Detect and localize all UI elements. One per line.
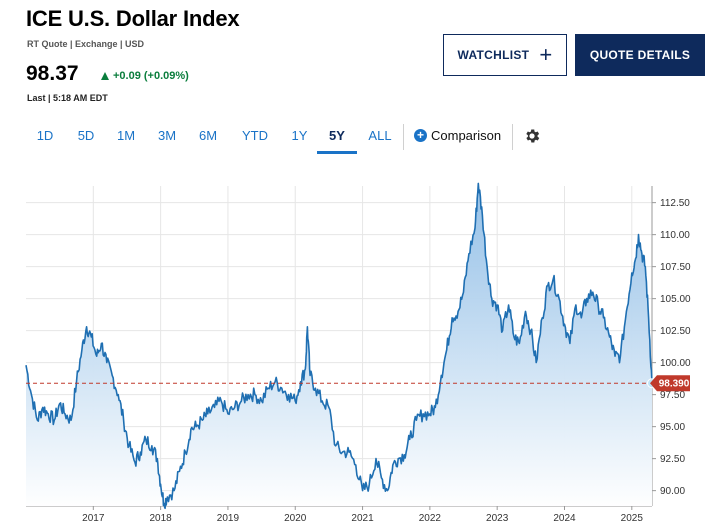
price-change-value: +0.09 (+0.09%)	[113, 70, 189, 82]
series-line	[25, 182, 653, 510]
tab-5d[interactable]: 5D	[77, 128, 95, 143]
x-tick-label: 2023	[486, 513, 509, 524]
time-range-tabs: 1D 5D 1M 3M 6M YTD 1Y 5Y ALL	[24, 122, 403, 156]
y-tick-label: 95.00	[660, 422, 685, 433]
x-tick-label: 2024	[553, 513, 576, 524]
tab-1d[interactable]: 1D	[36, 128, 54, 143]
current-value-tag	[650, 375, 690, 392]
tab-3m[interactable]: 3M	[157, 128, 177, 143]
price-chart-svg: 90.00 92.50 95.00 97.50 100.00 102.50 105.00 10…	[25, 182, 691, 524]
tab-6m[interactable]: 6M	[198, 128, 218, 143]
last-price: 98.37	[26, 62, 79, 85]
x-tick-label: 2020	[284, 513, 307, 524]
tab-all[interactable]: ALL	[368, 128, 392, 143]
x-tick-label: 2022	[419, 513, 442, 524]
up-triangle-icon	[101, 72, 109, 80]
quote-subtitle: RT Quote | Exchange | USD	[27, 39, 145, 49]
tab-ytd[interactable]: YTD	[242, 128, 268, 143]
x-tick-label: 2021	[351, 513, 374, 524]
plus-circle-icon: +	[414, 129, 427, 142]
x-tick-label: 2025	[621, 513, 644, 524]
y-tick-label: 100.00	[660, 358, 691, 369]
y-tick-label: 105.00	[660, 294, 691, 305]
watchlist-label: WATCHLIST	[457, 48, 530, 62]
tab-divider	[512, 124, 513, 150]
tab-1y[interactable]: 1Y	[291, 128, 308, 143]
x-tick-label: 2017	[82, 513, 105, 524]
price-change: +0.09 (+0.09%)	[101, 70, 189, 82]
series-area	[26, 183, 652, 509]
watchlist-button[interactable]: WATCHLIST +	[443, 34, 567, 76]
y-tick-label: 112.50	[660, 198, 690, 209]
tab-5y[interactable]: 5Y	[317, 122, 357, 154]
y-tick-label: 92.50	[660, 454, 685, 465]
last-update-time: Last | 5:18 AM EDT	[27, 93, 108, 103]
y-tick-label: 97.50	[660, 390, 685, 401]
plus-icon: +	[539, 42, 553, 67]
page-title: ICE U.S. Dollar Index	[26, 6, 240, 31]
y-tick-label: 102.50	[660, 326, 691, 337]
quote-details-button[interactable]: QUOTE DETAILS	[575, 34, 705, 76]
price-chart[interactable]: 90.00 92.50 95.00 97.50 100.00 102.50 105.00 10…	[0, 180, 727, 528]
current-value-label: 98.390	[659, 379, 690, 390]
y-tick-label: 110.00	[660, 230, 690, 241]
comparison-label: Comparison	[431, 128, 502, 143]
comparison-button[interactable]: + Comparison	[414, 128, 501, 143]
x-tick-label: 2019	[217, 513, 240, 524]
y-tick-label: 107.50	[660, 262, 691, 273]
y-tick-label: 90.00	[660, 486, 685, 497]
tab-divider	[403, 124, 404, 150]
gear-icon[interactable]	[523, 127, 541, 145]
x-tick-label: 2018	[149, 513, 172, 524]
tab-1m[interactable]: 1M	[116, 128, 136, 143]
